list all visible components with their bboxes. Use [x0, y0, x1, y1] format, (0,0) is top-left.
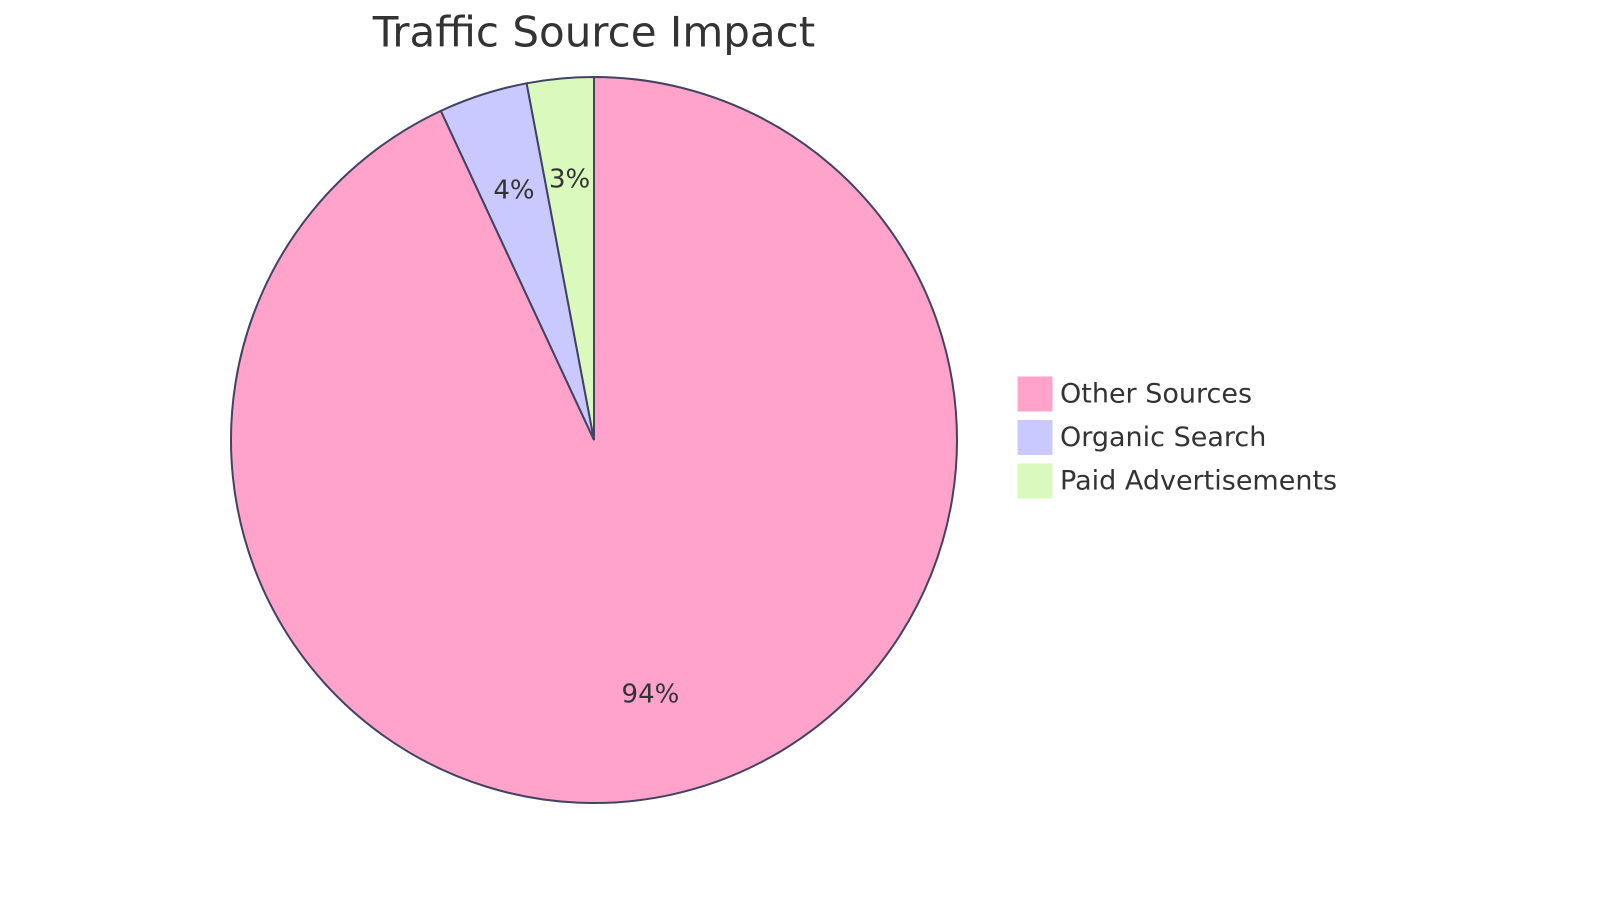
data-label: 4%: [493, 176, 534, 206]
data-label: 3%: [549, 164, 590, 194]
legend-label: Other Sources: [1060, 379, 1252, 410]
legend-swatch: [1016, 419, 1054, 456]
legend-swatch: [1016, 462, 1054, 500]
legend-label: Organic Search: [1060, 422, 1266, 453]
legend-swatch: [1016, 375, 1054, 413]
data-label: 94%: [622, 680, 680, 710]
pie-slice: [525, 75, 595, 441]
chart-title: Traffic Source Impact: [372, 8, 815, 57]
legend-label: Paid Advertisements: [1060, 466, 1337, 497]
